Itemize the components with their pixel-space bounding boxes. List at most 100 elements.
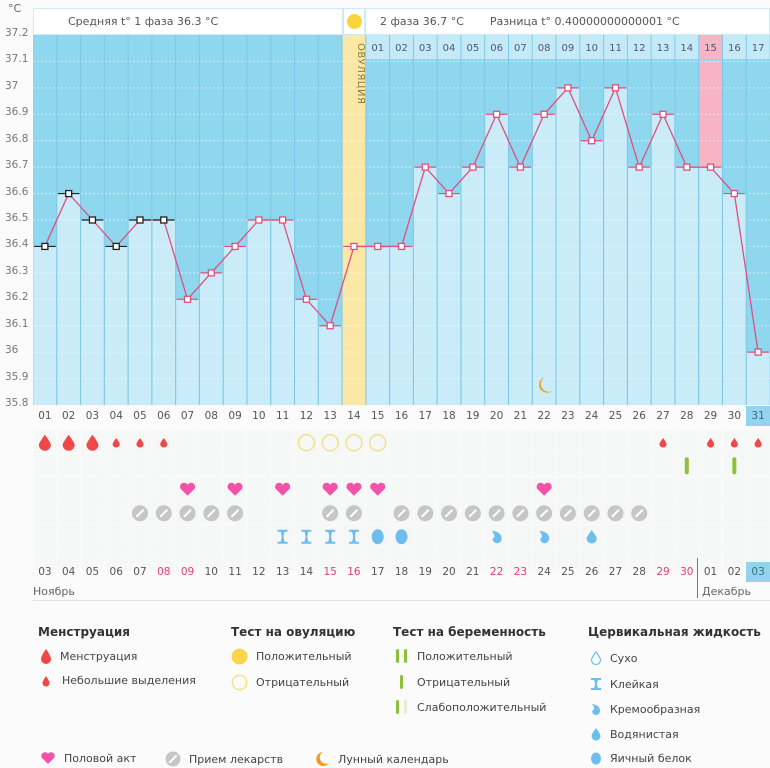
phase2-day-cell <box>508 35 532 59</box>
cycle-day-label[interactable]: 06 <box>157 410 171 422</box>
row-cell <box>485 454 508 477</box>
phase2-day-cell <box>580 35 604 59</box>
date-label[interactable]: 23 <box>513 566 528 578</box>
date-label[interactable]: 18 <box>394 566 409 578</box>
cycle-day-label[interactable]: 31 <box>746 406 770 426</box>
ovulation-test-negative-icon <box>297 434 316 452</box>
cycle-day-label[interactable]: 19 <box>466 410 480 422</box>
cycle-day-label[interactable]: 12 <box>299 410 314 422</box>
date-label[interactable]: 12 <box>252 566 266 578</box>
date-label[interactable]: 16 <box>347 566 361 578</box>
date-label[interactable]: 25 <box>561 566 575 578</box>
cycle-day-label[interactable]: 08 <box>204 410 218 422</box>
cycle-day-label[interactable]: 01 <box>38 410 52 422</box>
date-label[interactable]: 30 <box>680 566 694 578</box>
date-label[interactable]: 21 <box>466 566 480 578</box>
date-label[interactable]: 06 <box>109 566 123 578</box>
cycle-day-label[interactable]: 15 <box>371 410 385 422</box>
row-cell <box>461 454 485 477</box>
cycle-day-label[interactable]: 17 <box>418 410 432 422</box>
cervical-egg-white-icon <box>395 529 408 545</box>
cycle-day-label[interactable]: 07 <box>180 410 195 422</box>
date-label[interactable]: 14 <box>299 566 314 578</box>
legend-item-cervical-sticky: Клейкая <box>590 677 659 691</box>
cycle-day-label[interactable]: 30 <box>727 410 742 422</box>
cycle-day-label[interactable]: 29 <box>703 410 718 422</box>
date-label[interactable]: 11 <box>228 566 242 578</box>
temperature-point <box>706 163 715 171</box>
legend-label: Небольшие выделения <box>62 674 196 687</box>
row-cell <box>33 477 57 500</box>
cycle-day-label[interactable]: 13 <box>323 410 337 422</box>
phase2-day-cell <box>746 35 770 59</box>
pill-icon-stripe <box>159 509 168 518</box>
phase2-day-label: 08 <box>538 43 551 54</box>
date-label[interactable]: 17 <box>371 566 385 578</box>
temperature-point <box>445 189 453 198</box>
legend-label: Положительный <box>256 650 352 663</box>
date-label[interactable]: 15 <box>323 566 337 578</box>
row-cell <box>128 454 152 477</box>
legend-item-cervical-egg-white: Яичный белок <box>590 751 692 765</box>
phase2-day-label: 12 <box>633 43 646 54</box>
date-label[interactable]: 28 <box>632 566 646 578</box>
row-cell <box>366 548 390 571</box>
temperature-bar <box>176 299 199 405</box>
cycle-day-label[interactable]: 16 <box>394 410 409 422</box>
date-label[interactable]: 07 <box>133 566 147 578</box>
date-label[interactable]: 19 <box>418 566 432 578</box>
date-label[interactable]: 24 <box>537 566 551 578</box>
date-label[interactable]: 20 <box>442 566 456 578</box>
date-label[interactable]: 03 <box>746 562 770 582</box>
temperature-bar <box>247 220 271 405</box>
cycle-day-label[interactable]: 05 <box>133 410 147 422</box>
cervical-sticky-icon <box>277 529 288 544</box>
legend-item-intercourse: Половой акт <box>40 751 136 765</box>
temperature-bar <box>675 167 699 405</box>
date-label[interactable]: 29 <box>656 566 670 578</box>
date-label[interactable]: 10 <box>204 566 218 578</box>
cycle-day-label[interactable]: 24 <box>585 410 599 422</box>
date-label[interactable]: 27 <box>608 566 623 578</box>
date-label[interactable]: 03 <box>38 566 52 578</box>
cycle-day-label[interactable]: 10 <box>252 410 266 422</box>
temperature-point <box>278 216 287 224</box>
cycle-day-label[interactable]: 20 <box>489 410 504 422</box>
cycle-day-label[interactable]: 14 <box>347 410 361 422</box>
legend-item-cervical-watery: Водянистая <box>590 727 679 741</box>
phase2-day-cell <box>651 35 675 59</box>
date-label[interactable]: 04 <box>61 566 76 578</box>
cycle-day-label[interactable]: 04 <box>109 410 123 422</box>
cycle-day-label[interactable]: 22 <box>537 410 551 422</box>
row-cell <box>485 430 508 453</box>
row-cell <box>104 477 128 500</box>
date-label[interactable]: 01 <box>703 566 718 578</box>
cycle-day-label[interactable]: 21 <box>513 410 528 422</box>
temperature-bar <box>33 246 57 405</box>
legend-label: Положительный <box>417 649 513 663</box>
date-label[interactable]: 09 <box>180 566 195 578</box>
cycle-day-label[interactable]: 23 <box>561 410 575 422</box>
date-label[interactable]: 02 <box>727 566 742 578</box>
cycle-day-label[interactable]: 28 <box>680 410 694 422</box>
date-label[interactable]: 22 <box>489 566 504 578</box>
date-label[interactable]: 08 <box>157 566 171 578</box>
phase2-day-label: 03 <box>419 43 432 54</box>
cycle-day-label[interactable]: 09 <box>228 410 242 422</box>
cycle-day-label[interactable]: 02 <box>61 410 76 422</box>
row-cell <box>746 477 770 500</box>
heart-icon <box>346 482 362 496</box>
cycle-day-label[interactable]: 03 <box>85 410 100 422</box>
cycle-day-label[interactable]: 11 <box>275 410 290 422</box>
row-cell <box>57 548 81 571</box>
row-cell <box>722 548 746 571</box>
date-label[interactable]: 26 <box>585 566 599 578</box>
date-label[interactable]: 13 <box>275 566 290 578</box>
cycle-day-label[interactable]: 25 <box>608 410 623 422</box>
cycle-day-label[interactable]: 18 <box>442 410 456 422</box>
cycle-day-label[interactable]: 27 <box>656 410 670 422</box>
row-cell <box>223 548 247 571</box>
cycle-day-label[interactable]: 26 <box>632 410 646 422</box>
date-label[interactable]: 05 <box>85 566 100 578</box>
legend-item-moon: Лунный календарь <box>314 751 449 767</box>
